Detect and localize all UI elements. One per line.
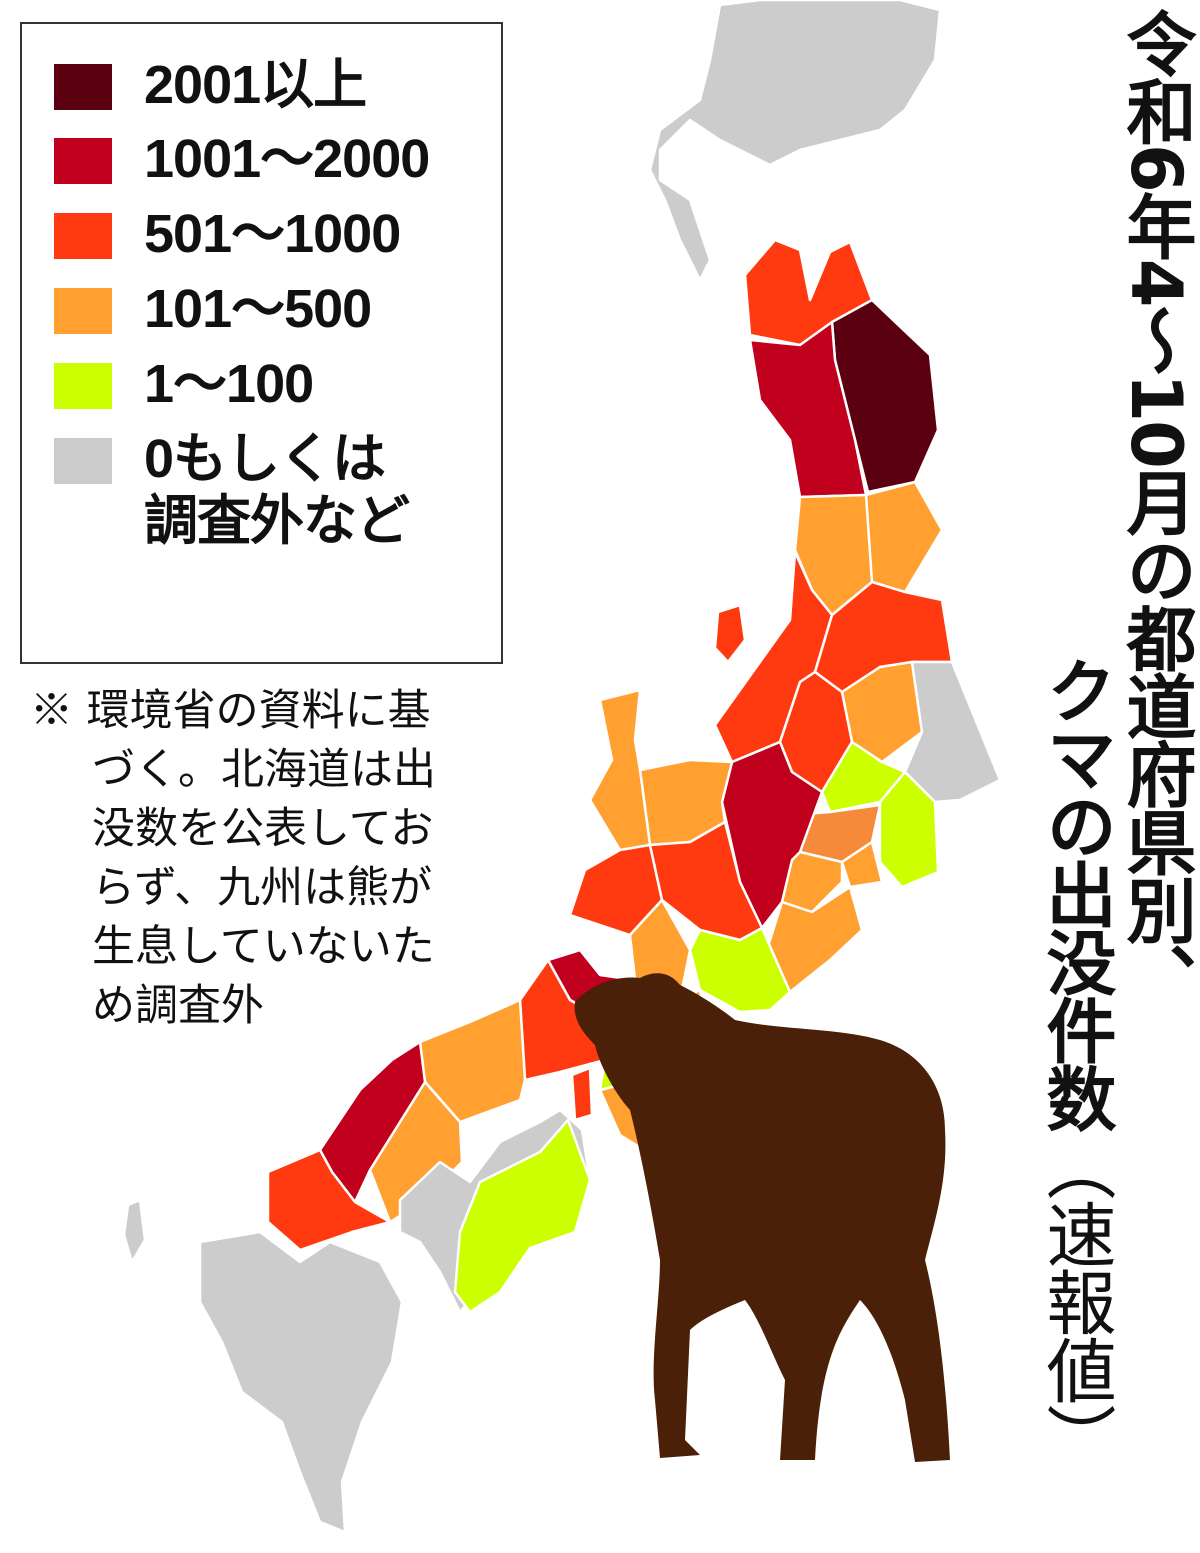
legend-item: 101～500 — [54, 278, 372, 340]
note-line: 没数を公表してお — [92, 804, 434, 854]
prefecture-aichi — [688, 926, 792, 1014]
legend-item: 1～100 — [54, 353, 314, 415]
source-note: ※ 環境省の資料に基 づく。北海道は出 没数を公表してお らず、九州は熊が 生息… — [30, 682, 436, 1036]
legend-swatch — [54, 363, 112, 409]
map-title-line2: クマの出没件数（速報値） — [1035, 655, 1117, 1471]
note-line: ※ 環境省の資料に基 — [30, 686, 431, 736]
prefecture-chiba — [878, 770, 940, 889]
prefecture-yamaguchi — [266, 1148, 392, 1252]
legend-label: 2001以上 — [144, 55, 367, 115]
note-line: め調査外 — [92, 981, 264, 1031]
prefecture-ibaraki — [903, 660, 1002, 804]
prefecture-miyagi — [864, 480, 944, 594]
prefecture-kyushu — [198, 1230, 404, 1534]
prefecture-ishikawa — [588, 688, 652, 852]
prefecture-akita — [748, 320, 868, 499]
note-line: づく。北海道は出 — [92, 745, 436, 795]
title-main: クマの出没件数 — [1035, 655, 1117, 1131]
title-paren: （速報値） — [1035, 1131, 1117, 1471]
prefecture-kochi-tokushima — [453, 1118, 592, 1314]
map-legend: 2001以上 1001～2000 501～1000 101～500 1～100 … — [20, 22, 503, 664]
prefecture-sado — [713, 603, 747, 664]
legend-item: 0もしくは 調査外など — [54, 428, 410, 552]
legend-item: 2001以上 — [54, 54, 367, 116]
legend-swatch — [54, 138, 112, 184]
legend-label: 1001～2000 — [144, 129, 430, 189]
legend-swatch — [54, 438, 112, 484]
note-line: 生息していないた — [92, 922, 435, 972]
legend-label: 1～100 — [144, 354, 314, 414]
note-line: らず、九州は熊が — [92, 863, 433, 913]
legend-swatch — [54, 64, 112, 110]
prefecture-kanagawa — [840, 840, 884, 889]
legend-swatch — [54, 213, 112, 259]
legend-item: 501～1000 — [54, 203, 401, 265]
legend-swatch — [54, 288, 112, 334]
prefecture-hokkaido — [648, 0, 942, 282]
legend-item: 1001～2000 — [54, 128, 430, 190]
bear-silhouette — [574, 973, 950, 1462]
legend-label: 0もしくは 調査外など — [144, 429, 410, 551]
legend-label: 101～500 — [144, 279, 372, 339]
legend-label: 501～1000 — [144, 204, 401, 264]
prefecture-awaji — [570, 1066, 594, 1122]
prefecture-oki — [122, 1198, 147, 1264]
map-title-line1: 令和6年4～10月の都道府県別、 — [1115, 8, 1197, 1011]
